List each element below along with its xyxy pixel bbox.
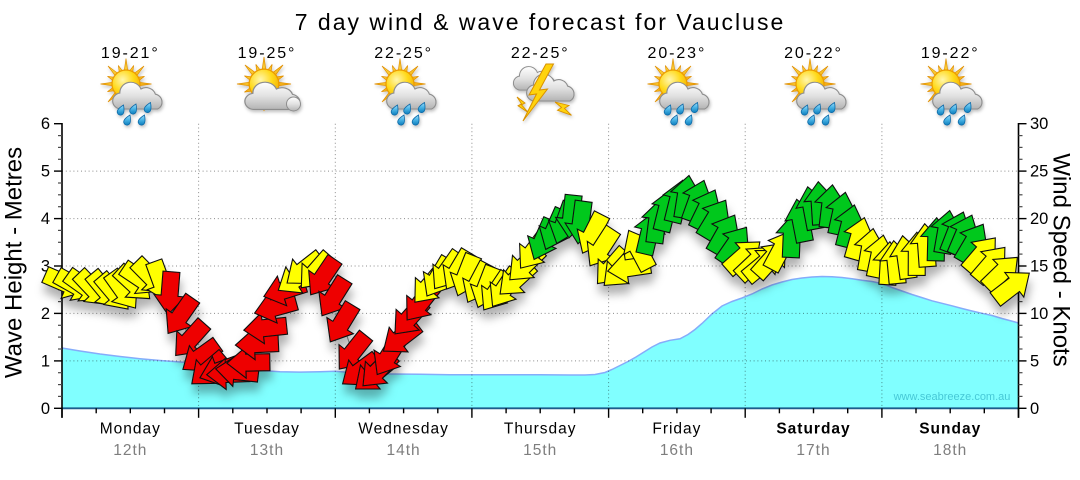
svg-text:2: 2 — [41, 305, 50, 323]
svg-text:22-25°: 22-25° — [374, 45, 433, 62]
svg-text:5: 5 — [41, 163, 50, 181]
svg-text:6: 6 — [41, 115, 50, 133]
svg-text:30: 30 — [1030, 115, 1048, 133]
svg-text:19-21°: 19-21° — [101, 45, 160, 62]
svg-text:Monday: Monday — [100, 421, 161, 438]
svg-text:Sunday: Sunday — [919, 421, 981, 438]
svg-text:Friday: Friday — [652, 421, 701, 438]
svg-text:Wednesday: Wednesday — [358, 421, 449, 438]
svg-text:3: 3 — [41, 258, 50, 276]
svg-text:20-22°: 20-22° — [784, 45, 843, 62]
svg-text:0: 0 — [1030, 400, 1039, 418]
svg-text:14th: 14th — [387, 442, 421, 459]
svg-text:20-23°: 20-23° — [648, 45, 707, 62]
svg-text:4: 4 — [41, 210, 50, 228]
svg-text:19-25°: 19-25° — [238, 45, 297, 62]
svg-text:1: 1 — [41, 352, 50, 370]
svg-text:Wind Speed - Knots: Wind Speed - Knots — [1048, 153, 1075, 366]
svg-text:20: 20 — [1030, 210, 1048, 228]
svg-text:18th: 18th — [933, 442, 967, 459]
svg-text:17th: 17th — [796, 442, 830, 459]
svg-text:13th: 13th — [250, 442, 284, 459]
svg-text:Wave Height - Metres: Wave Height - Metres — [1, 147, 28, 378]
svg-text:22-25°: 22-25° — [511, 45, 570, 62]
svg-text:Tuesday: Tuesday — [234, 421, 300, 438]
svg-text:25: 25 — [1030, 163, 1048, 181]
svg-text:5: 5 — [1030, 352, 1039, 370]
svg-text:0: 0 — [41, 400, 50, 418]
svg-text:19-22°: 19-22° — [921, 45, 980, 62]
svg-text:15th: 15th — [523, 442, 557, 459]
svg-text:12th: 12th — [113, 442, 147, 459]
svg-text:7 day wind & wave forecast for: 7 day wind & wave forecast for Vaucluse — [295, 9, 786, 35]
svg-text:16th: 16th — [660, 442, 694, 459]
svg-text:Thursday: Thursday — [504, 421, 577, 438]
svg-text:Saturday: Saturday — [776, 421, 850, 438]
svg-text:15: 15 — [1030, 258, 1048, 276]
svg-text:10: 10 — [1030, 305, 1048, 323]
svg-text:www.seabreeze.com.au: www.seabreeze.com.au — [893, 391, 1011, 403]
